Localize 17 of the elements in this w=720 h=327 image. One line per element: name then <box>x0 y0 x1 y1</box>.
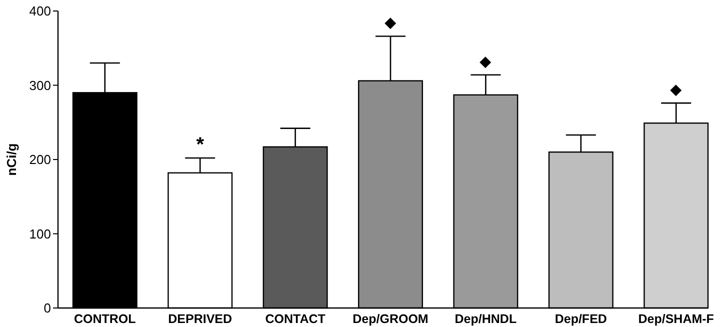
annotation: * <box>196 134 204 156</box>
x-tick-label: Dep/HNDL <box>454 312 517 326</box>
y-tick-label: 200 <box>29 152 51 168</box>
annotation: ◆ <box>670 80 683 97</box>
y-tick-label: 0 <box>44 300 51 316</box>
y-tick-label: 400 <box>29 4 51 19</box>
x-tick-label: CONTROL <box>74 312 136 326</box>
annotation: ◆ <box>479 52 492 69</box>
x-tick-label: DEPRIVED <box>168 312 232 326</box>
y-tick-label: 300 <box>29 78 51 93</box>
y-tick-label: 100 <box>29 226 51 242</box>
annotation: ◆ <box>384 14 397 30</box>
y-axis-title: nCi/g <box>4 143 19 176</box>
x-tick-label: Dep/SHAM-F <box>638 312 714 326</box>
x-tick-label: Dep/FED <box>554 312 607 326</box>
x-tick-label: Dep/GROOM <box>352 312 428 326</box>
x-tick-label: CONTACT <box>265 312 326 326</box>
